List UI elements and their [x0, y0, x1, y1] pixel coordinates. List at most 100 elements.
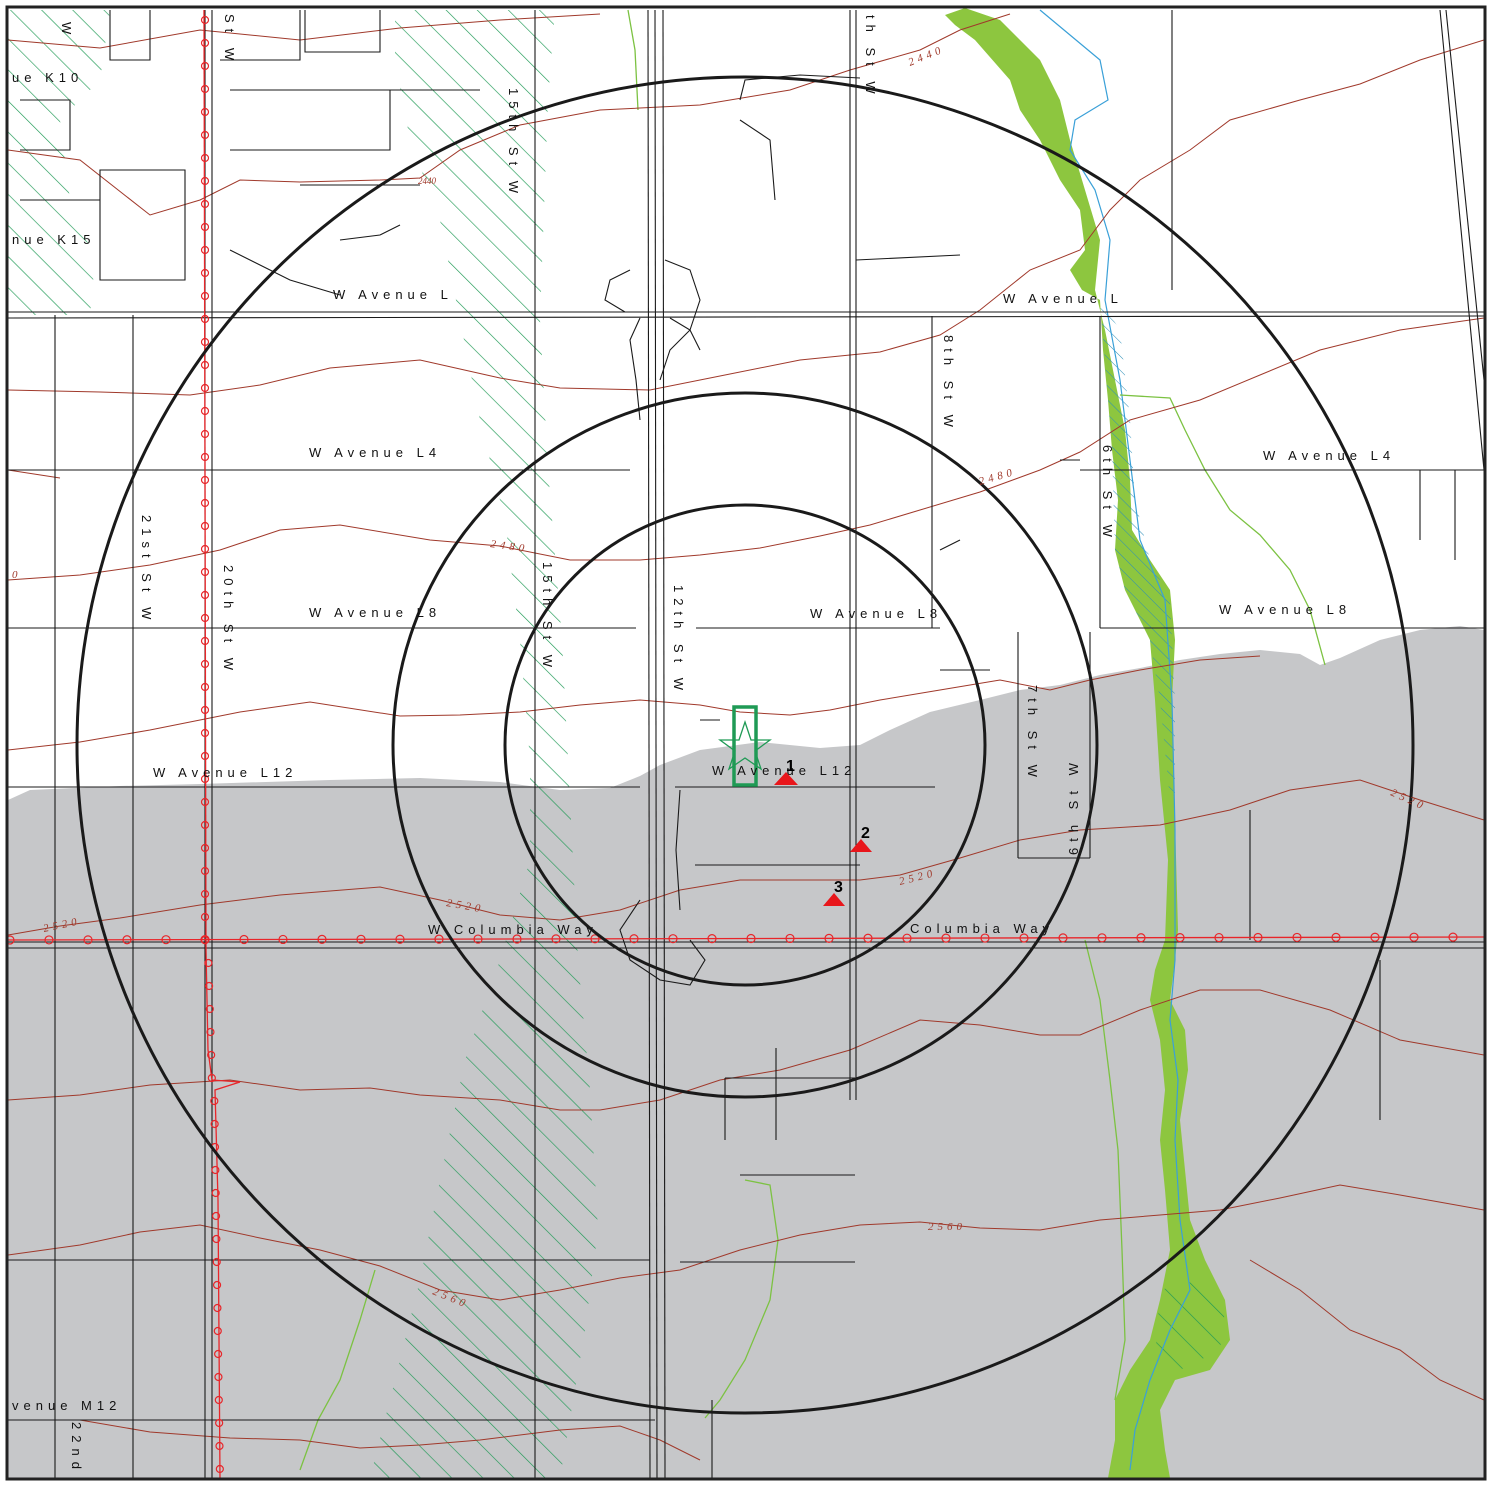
power-pole-icon [434, 934, 444, 944]
power-pole-icon [214, 1395, 223, 1405]
power-pole-icon [200, 84, 210, 94]
label-avenue-k15: nue K15 [12, 232, 95, 247]
power-pole-icon [200, 935, 210, 945]
power-pole-icon [1448, 932, 1458, 942]
power-pole-icon [211, 1188, 220, 1198]
power-pole-icon [200, 291, 210, 301]
power-pole-icon [200, 61, 210, 71]
label-columbia-way-right: Columbia Way [910, 921, 1054, 936]
site-marker[interactable] [718, 705, 772, 787]
power-pole-icon [200, 843, 210, 853]
site-box [732, 705, 758, 787]
power-pole-icon [1292, 932, 1302, 943]
street-labels: W Avenue L W Avenue L W Avenue L4 W Aven… [12, 14, 1395, 1475]
power-pole-icon [204, 981, 214, 991]
label-w-avenue-l8-right: W Avenue L8 [1219, 602, 1351, 617]
power-pole-icon [215, 1418, 224, 1428]
label-top-left-st-w: St W [222, 14, 237, 66]
label-w-avenue-l4-left: W Avenue L4 [309, 445, 441, 460]
power-pole-icon [200, 475, 210, 485]
label-avenue-m12: venue M12 [12, 1398, 121, 1413]
power-pole-icon [1019, 933, 1029, 943]
power-pole-icon [212, 1234, 221, 1244]
power-pole-icon [200, 797, 210, 807]
power-pole-icon [200, 521, 210, 531]
creek-north [627, 9, 639, 111]
power-pole-icon [211, 1165, 220, 1175]
power-pole-icon [1097, 933, 1107, 943]
buffer-rings [75, 75, 1415, 1415]
power-pole-icon [207, 1073, 216, 1083]
triangle-icon [774, 772, 798, 785]
power-pole-icon [200, 245, 210, 255]
power-pole-icon [200, 268, 210, 278]
power-pole-icon [207, 1050, 216, 1060]
label-w-avenue-l8-mid: W Avenue L8 [810, 606, 942, 621]
label-8th-st-w: 8th St W [941, 335, 956, 433]
power-pole-icon [200, 866, 210, 876]
label-w-columbia-way: W Columbia Way [428, 922, 598, 937]
gray-zone [8, 626, 1484, 1478]
power-pole-icon [200, 659, 210, 669]
river-hatch [1100, 300, 1175, 800]
power-pole-icon [200, 544, 210, 554]
power-pole-icon [1370, 932, 1380, 942]
contour-label-2440-small: 2440 [418, 176, 437, 186]
power-pole-icon [215, 1441, 224, 1451]
hatched-zone-center [370, 10, 598, 1478]
label-15th-st-w-upper: 15th St W [506, 88, 521, 199]
label-top-left-w: W [59, 22, 74, 40]
marker-3[interactable]: 3 [823, 879, 845, 906]
marker-1-label: 1 [786, 758, 795, 775]
marker-1[interactable]: 1 [774, 758, 798, 785]
power-pole-icon [200, 337, 210, 347]
power-pole-icon [161, 935, 171, 945]
power-pole-icon [746, 933, 756, 944]
power-pole-icon [200, 636, 210, 646]
power-pole-icon [211, 1211, 221, 1221]
power-pole-icon [215, 1464, 224, 1474]
power-pole-icon [200, 107, 210, 117]
power-pole-icon [200, 199, 210, 209]
power-pole-icon [707, 933, 717, 944]
power-pole-icon [590, 934, 600, 944]
power-pole-icon [204, 958, 213, 968]
power-pole-icon [200, 176, 210, 186]
power-pole-icon [200, 314, 210, 324]
label-w-avenue-l4-right: W Avenue L4 [1263, 448, 1395, 463]
marker-2[interactable]: 2 [850, 825, 872, 852]
power-pole-icon [200, 912, 210, 922]
power-poles-vertical [200, 15, 224, 1474]
numbered-markers: 1 2 3 [774, 758, 872, 906]
creek-branch [1119, 394, 1326, 666]
power-pole-icon [200, 15, 210, 25]
power-pole-icon [8, 935, 15, 945]
power-pole-icon [785, 933, 795, 944]
power-poles-horizontal [8, 932, 1458, 945]
power-lines [8, 9, 1484, 1478]
label-avenue-k10: ue K10 [12, 70, 83, 85]
power-pole-icon [629, 934, 639, 944]
power-pole-icon [200, 590, 210, 600]
power-pole-icon [200, 130, 210, 140]
power-pole-icon [863, 933, 873, 943]
power-pole-icon [214, 1349, 223, 1359]
contour-label-partial: 0 [12, 569, 22, 581]
power-pole-icon [200, 153, 210, 163]
power-pole-icon [200, 820, 210, 830]
power-pole-icon [200, 567, 210, 577]
marker-3-label: 3 [834, 879, 843, 896]
creek-lower [1084, 939, 1126, 1401]
power-pole-icon [213, 1326, 222, 1336]
stream [1039, 9, 1191, 1471]
power-pole-icon [317, 934, 327, 944]
label-22nd: 22nd [69, 1422, 84, 1475]
creek-sw [299, 1269, 376, 1471]
triangle-icon [823, 893, 845, 906]
label-w-avenue-l-left: W Avenue L [333, 287, 453, 302]
power-pole-icon [902, 933, 912, 943]
label-w-avenue-l12-left: W Avenue L12 [153, 765, 297, 780]
label-15th-st-w-lower: 15th St W [540, 562, 555, 673]
